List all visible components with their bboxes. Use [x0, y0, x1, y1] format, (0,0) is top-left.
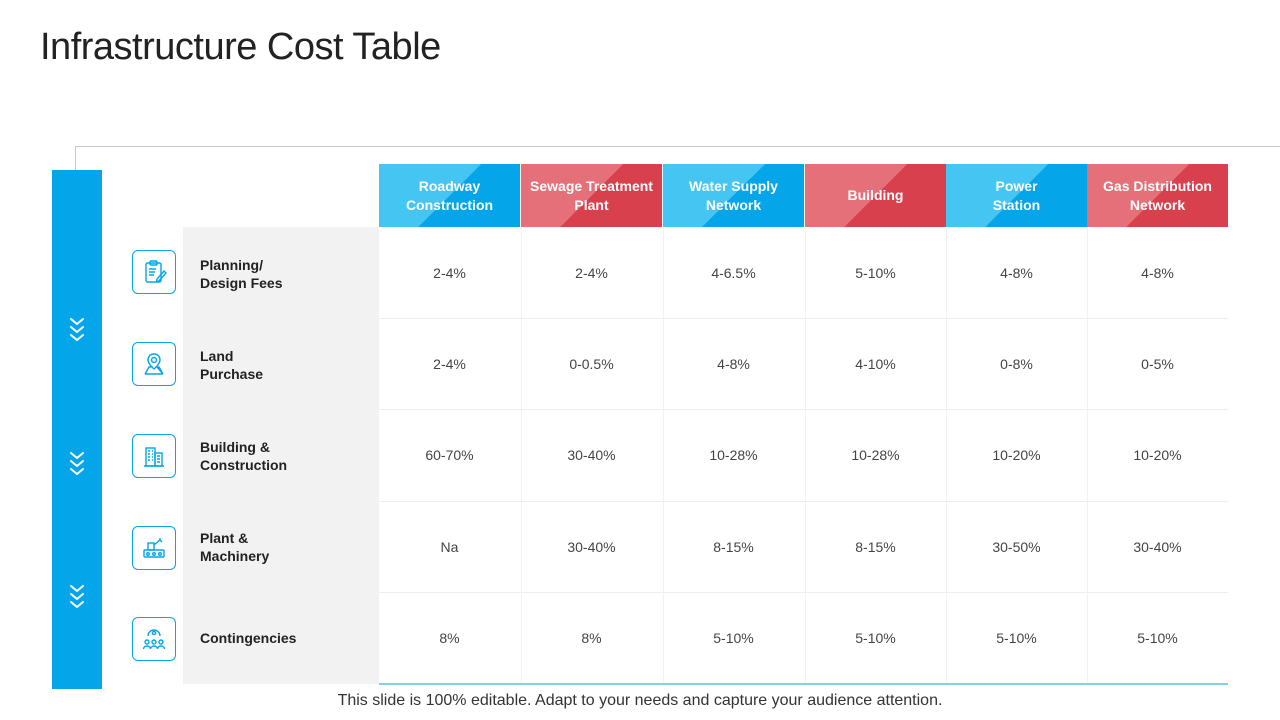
row-label-panel [183, 227, 379, 684]
col-header-power: Power Station [946, 164, 1087, 227]
chevron-down-icon [52, 315, 102, 345]
clipboard-icon [132, 250, 176, 294]
col-header-building: Building [805, 164, 946, 227]
table-cell: 5-10% [713, 629, 754, 646]
table-cell: 60-70% [425, 446, 474, 463]
table-cell: 30-40% [567, 538, 616, 555]
row-divider [379, 318, 1228, 319]
table-cell: 4-6.5% [711, 264, 756, 281]
footer-note: This slide is 100% editable. Adapt to yo… [337, 692, 943, 709]
row-divider [379, 592, 1228, 593]
table-cell: 8% [581, 629, 602, 646]
col-header-gas: Gas Distribution Network [1087, 164, 1228, 227]
col-header-label: Water Supply Network [689, 177, 778, 213]
table-cell: 0-5% [1141, 355, 1174, 372]
col-header-label: Power Station [992, 177, 1041, 213]
table-cell: 8-15% [855, 538, 896, 555]
row-divider [379, 501, 1228, 502]
row-label-contingencies: Contingencies [200, 630, 297, 646]
col-divider [521, 227, 522, 684]
table-cell: 10-28% [709, 446, 758, 463]
col-header-label: Roadway Construction [405, 177, 494, 213]
table-cell: 5-10% [855, 629, 896, 646]
chevron-down-icon [52, 582, 102, 612]
table-cell: 0-8% [1000, 355, 1033, 372]
table-cell: 4-8% [717, 355, 750, 372]
table-cell: 8-15% [713, 538, 754, 555]
col-header-label: Building [847, 187, 904, 203]
col-divider [1087, 227, 1088, 684]
table-cell: 8% [439, 629, 460, 646]
col-divider [663, 227, 664, 684]
col-divider [805, 227, 806, 684]
table-cell: 30-40% [1133, 538, 1182, 555]
page-title: Infrastructure Cost Table [40, 26, 441, 68]
table-cell: 10-20% [1133, 446, 1182, 463]
table-cell: 4-10% [855, 355, 896, 372]
table-bottom-line [379, 683, 1228, 685]
table-cell: 2-4% [433, 264, 466, 281]
col-header-label: Sewage Treatment Plant [530, 177, 653, 213]
side-accent-bar [52, 170, 102, 689]
table-cell: 2-4% [433, 355, 466, 372]
row-label-land: Land Purchase [200, 348, 264, 382]
col-header-roadway: Roadway Construction [379, 164, 520, 227]
map-pin-icon [132, 342, 176, 386]
table-cell: Na [440, 538, 459, 555]
col-header-sewage: Sewage Treatment Plant [521, 164, 662, 227]
building-icon [132, 434, 176, 478]
frame-line-left [75, 146, 76, 170]
table-cell: 4-8% [1141, 264, 1174, 281]
team-icon [132, 617, 176, 661]
col-header-water: Water Supply Network [663, 164, 804, 227]
table-cell: 5-10% [855, 264, 896, 281]
table-cell: 30-50% [992, 538, 1041, 555]
col-header-label: Gas Distribution Network [1103, 177, 1212, 213]
row-divider [379, 409, 1228, 410]
table-cell: 5-10% [996, 629, 1037, 646]
table-cell: 5-10% [1137, 629, 1178, 646]
row-label-planning: Planning/ Design Fees [200, 257, 283, 291]
chevron-down-icon [52, 449, 102, 479]
table-cell: 2-4% [575, 264, 608, 281]
table-cell: 10-20% [992, 446, 1041, 463]
col-divider [946, 227, 947, 684]
table-cell: 10-28% [851, 446, 900, 463]
table-cell: 4-8% [1000, 264, 1033, 281]
machinery-icon [132, 526, 176, 570]
table-cell: 0-0.5% [569, 355, 614, 372]
table-cell: 30-40% [567, 446, 616, 463]
frame-line-top [75, 146, 1280, 147]
row-label-building: Building & Construction [200, 439, 288, 473]
row-label-plant: Plant & Machinery [200, 530, 270, 564]
